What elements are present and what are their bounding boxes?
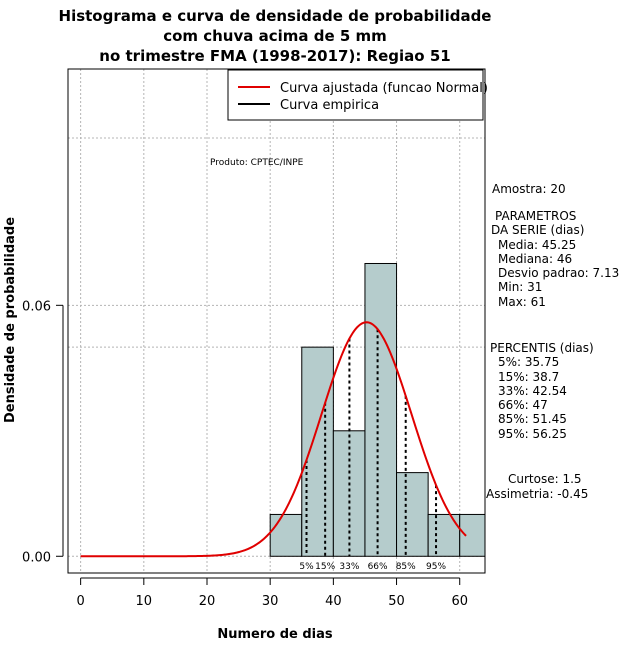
x-axis-label: Numero de dias [217, 627, 333, 642]
percentile-label-66: 66% [368, 562, 388, 572]
y-tick-label-0: 0.00 [22, 550, 51, 565]
legend-empirical-label: Curva empirica [280, 98, 379, 113]
x-tick-label-0: 0 [76, 594, 84, 609]
stat-median: Mediana: 46 [498, 251, 573, 266]
y-tick-label-1: 0.06 [22, 299, 51, 314]
legend-box [227, 69, 484, 121]
product-annotation: Produto: CPTEC/INPE [210, 158, 304, 168]
x-tick-label-60: 60 [451, 594, 468, 609]
percentile-95: 95%: 56.25 [498, 426, 567, 441]
fitted-normal-curve [80, 321, 467, 558]
y-axis-label: Densidade de probabilidade [3, 217, 18, 423]
x-tick-label-10: 10 [136, 594, 153, 609]
x-tick-label-40: 40 [325, 594, 342, 609]
legend-fitted-label: Curva ajustada (funcao Normal) [280, 81, 488, 96]
kurtosis: Curtose: 1.5 [508, 472, 582, 486]
percentile-label-5: 5% [299, 562, 314, 572]
title-line-3: no trimestre FMA (1998-2017): Regiao 51 [99, 47, 450, 65]
percentile-33: 33%: 42.54 [498, 383, 567, 398]
stat-min: Min: 31 [498, 280, 543, 295]
percentiles-block: PERCENTIS (dias) 5%: 35.75 15%: 38.7 33%… [490, 341, 594, 441]
params-header: PARAMETROS [495, 209, 577, 223]
histogram-bar-2 [301, 346, 334, 557]
skewness: Assimetria: -0.45 [486, 487, 589, 501]
stat-max: Max: 61 [498, 294, 546, 309]
chart-title: Histograma e curva de densidade de proba… [59, 7, 492, 65]
histogram-bar-4 [364, 262, 398, 557]
histogram-bar-7 [459, 513, 486, 557]
stat-mean: Media: 45.25 [498, 237, 577, 252]
params-subheader: DA SERIE (dias) [491, 223, 585, 238]
percentile-lines [305, 329, 438, 557]
histogram-bars [269, 262, 486, 557]
percentile-label-33: 33% [339, 562, 359, 572]
percentile-5: 5%: 35.75 [498, 355, 560, 370]
percentile-label-15: 15% [315, 562, 335, 572]
percentile-labels: 5% 15% 33% 66% 85% 95% [299, 562, 446, 572]
percentile-15: 15%: 38.7 [498, 369, 560, 384]
x-tick-label-20: 20 [199, 594, 216, 609]
percentile-85: 85%: 51.45 [498, 412, 567, 427]
percentiles-header: PERCENTIS (dias) [490, 341, 594, 355]
x-tick-label-50: 50 [388, 594, 405, 609]
percentile-66: 66%: 47 [498, 398, 548, 413]
stat-std-dev: Desvio padrao: 7.13 [498, 266, 620, 281]
series-parameters: PARAMETROS DA SERIE (dias) Media: 45.25 … [490, 209, 619, 309]
y-axis: 0.00 0.06 [22, 299, 64, 565]
x-tick-label-30: 30 [262, 594, 279, 609]
histogram-bar-1 [269, 513, 303, 557]
title-line-2: com chuva acima de 5 mm [163, 27, 387, 45]
legend: Curva ajustada (funcao Normal) Curva emp… [227, 69, 488, 121]
percentile-label-95: 95% [426, 562, 446, 572]
histogram-bar-5 [396, 472, 429, 557]
percentile-label-85: 85% [396, 562, 416, 572]
x-axis: 0 10 20 30 40 50 60 [76, 577, 468, 609]
plot-frame [67, 68, 486, 574]
sample-count: Amostra: 20 [492, 182, 566, 196]
title-line-1: Histograma e curva de densidade de proba… [59, 7, 492, 25]
